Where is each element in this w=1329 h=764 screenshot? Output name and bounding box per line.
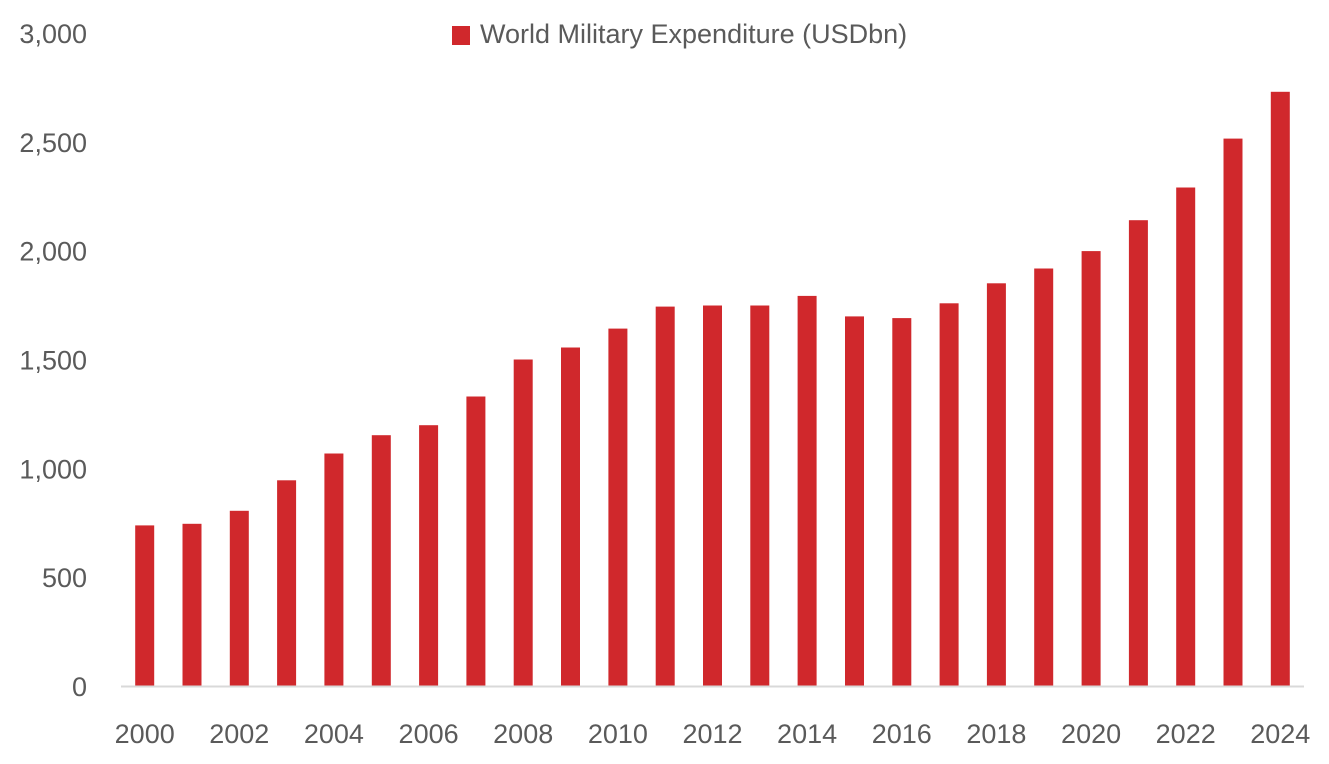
bar-2021 (1128, 220, 1148, 686)
y-tick-label: 2,500 (19, 128, 87, 158)
bar-2009 (561, 347, 580, 686)
bar-2023 (1223, 138, 1243, 687)
x-tick-label: 2022 (1156, 719, 1216, 749)
x-tick-label: 2004 (304, 719, 364, 749)
y-tick-label: 2,000 (19, 237, 87, 267)
bar-2004 (324, 453, 344, 686)
bar-2011 (655, 306, 675, 686)
legend-swatch (452, 26, 470, 45)
x-axis-ticks: 2000 2002 2004 2006 2008 2010 2012 2014 2016 2018… (115, 719, 1311, 749)
bar-2010 (608, 328, 628, 686)
x-tick-label: 2024 (1250, 719, 1310, 749)
bar-2015 (845, 316, 864, 686)
x-tick-label: 2002 (209, 719, 269, 749)
x-tick-label: 2018 (966, 719, 1026, 749)
bar-2001 (182, 523, 202, 686)
bar-2012 (703, 305, 722, 686)
x-tick-label: 2016 (872, 719, 932, 749)
bar-2000 (135, 525, 155, 686)
bar-2006 (419, 425, 439, 686)
x-tick-label: 2020 (1061, 719, 1121, 749)
bar-2016 (892, 318, 912, 686)
x-tick-label: 2014 (777, 719, 837, 749)
bar-2002 (229, 510, 249, 686)
x-tick-label: 2000 (115, 719, 175, 749)
x-tick-label: 2010 (588, 719, 648, 749)
bar-2014 (797, 295, 817, 686)
y-tick-label: 0 (72, 672, 87, 702)
y-tick-label: 3,000 (19, 19, 87, 49)
legend: World Military Expenditure (USDbn) (452, 19, 907, 49)
bars (135, 91, 1290, 687)
x-tick-label: 2008 (493, 719, 553, 749)
bar-2017 (939, 303, 959, 686)
bar-2022 (1176, 187, 1196, 686)
y-axis-ticks: 0 500 1,000 1,500 2,000 2,500 3,000 (19, 19, 87, 702)
bar-2013 (750, 305, 770, 686)
bar-2003 (277, 480, 297, 686)
bar-2005 (371, 435, 391, 686)
bar-2024 (1270, 91, 1290, 687)
y-tick-label: 1,000 (19, 454, 87, 484)
bar-2019 (1034, 268, 1054, 686)
bar-2007 (466, 396, 486, 686)
x-tick-label: 2012 (682, 719, 742, 749)
bar-2018 (986, 283, 1006, 686)
bar-2020 (1081, 251, 1101, 686)
bar-2008 (513, 359, 533, 686)
y-tick-label: 500 (42, 563, 87, 593)
x-tick-label: 2006 (399, 719, 459, 749)
y-tick-label: 1,500 (19, 346, 87, 376)
legend-label: World Military Expenditure (USDbn) (480, 19, 907, 49)
